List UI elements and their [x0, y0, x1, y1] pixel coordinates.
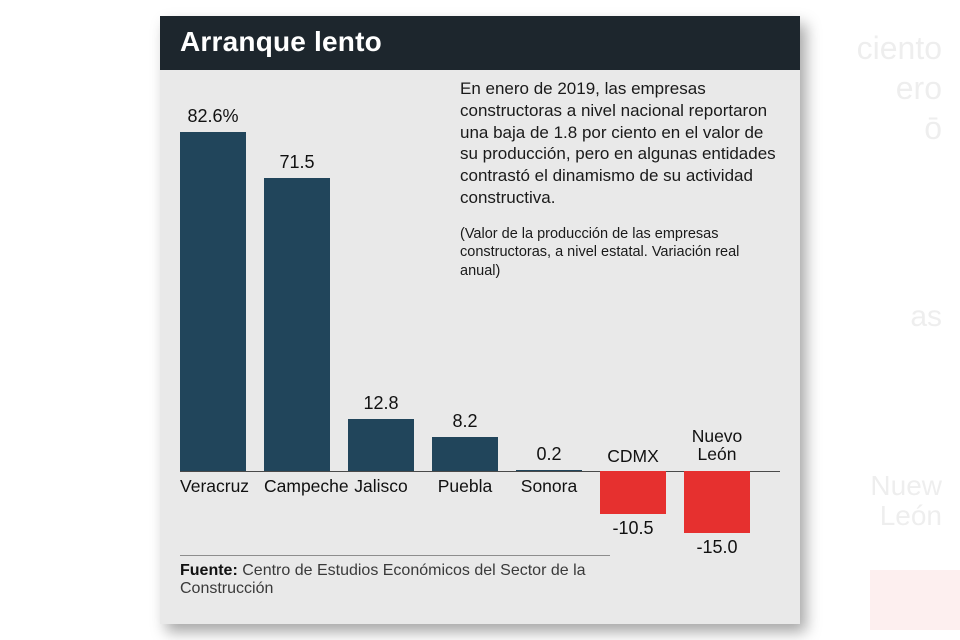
bar-value-label: 71.5	[264, 152, 330, 173]
bar-chart: 82.6% Veracruz 71.5 Campeche 12.8 Jalisco 8.2 P…	[180, 76, 780, 546]
bar	[180, 132, 246, 471]
bar-category-label: NuevoLeón	[684, 427, 750, 464]
source-text: Centro de Estudios Económicos del Sector…	[180, 562, 586, 597]
bar-category-label: Puebla	[432, 477, 498, 495]
bar-category-label: Sonora	[516, 477, 582, 495]
bar	[684, 471, 750, 533]
ghost-text: ero	[896, 70, 942, 107]
source-label: Fuente:	[180, 562, 238, 579]
ghost-red-bar	[870, 570, 960, 630]
bar-value-label: 82.6%	[180, 106, 246, 127]
infographic-panel: Arranque lento En enero de 2019, las emp…	[160, 16, 800, 624]
ghost-text: ciento	[857, 30, 942, 67]
bar-value-label: -10.5	[600, 518, 666, 539]
bar-category-label: Jalisco	[348, 477, 414, 495]
bar	[600, 471, 666, 514]
bar-value-label: 12.8	[348, 393, 414, 414]
bar	[264, 178, 330, 471]
ghost-text: Nuew	[870, 470, 942, 502]
bar	[516, 470, 582, 471]
ghost-text: León	[880, 500, 942, 532]
bar-category-label: CDMX	[600, 447, 666, 465]
source-footer: Fuente: Centro de Estudios Económicos de…	[180, 555, 610, 598]
bar-value-label: 8.2	[432, 411, 498, 432]
title-bar: Arranque lento	[160, 16, 800, 70]
bar-value-label: 0.2	[516, 444, 582, 465]
ghost-text: as	[910, 300, 942, 334]
chart-title: Arranque lento	[180, 26, 780, 58]
bar-value-label: -15.0	[684, 537, 750, 558]
bar	[432, 437, 498, 471]
bar	[348, 419, 414, 471]
bar-category-label: Veracruz	[180, 477, 246, 495]
bar-category-label: Campeche	[264, 477, 330, 495]
ghost-text: ō	[924, 110, 942, 147]
